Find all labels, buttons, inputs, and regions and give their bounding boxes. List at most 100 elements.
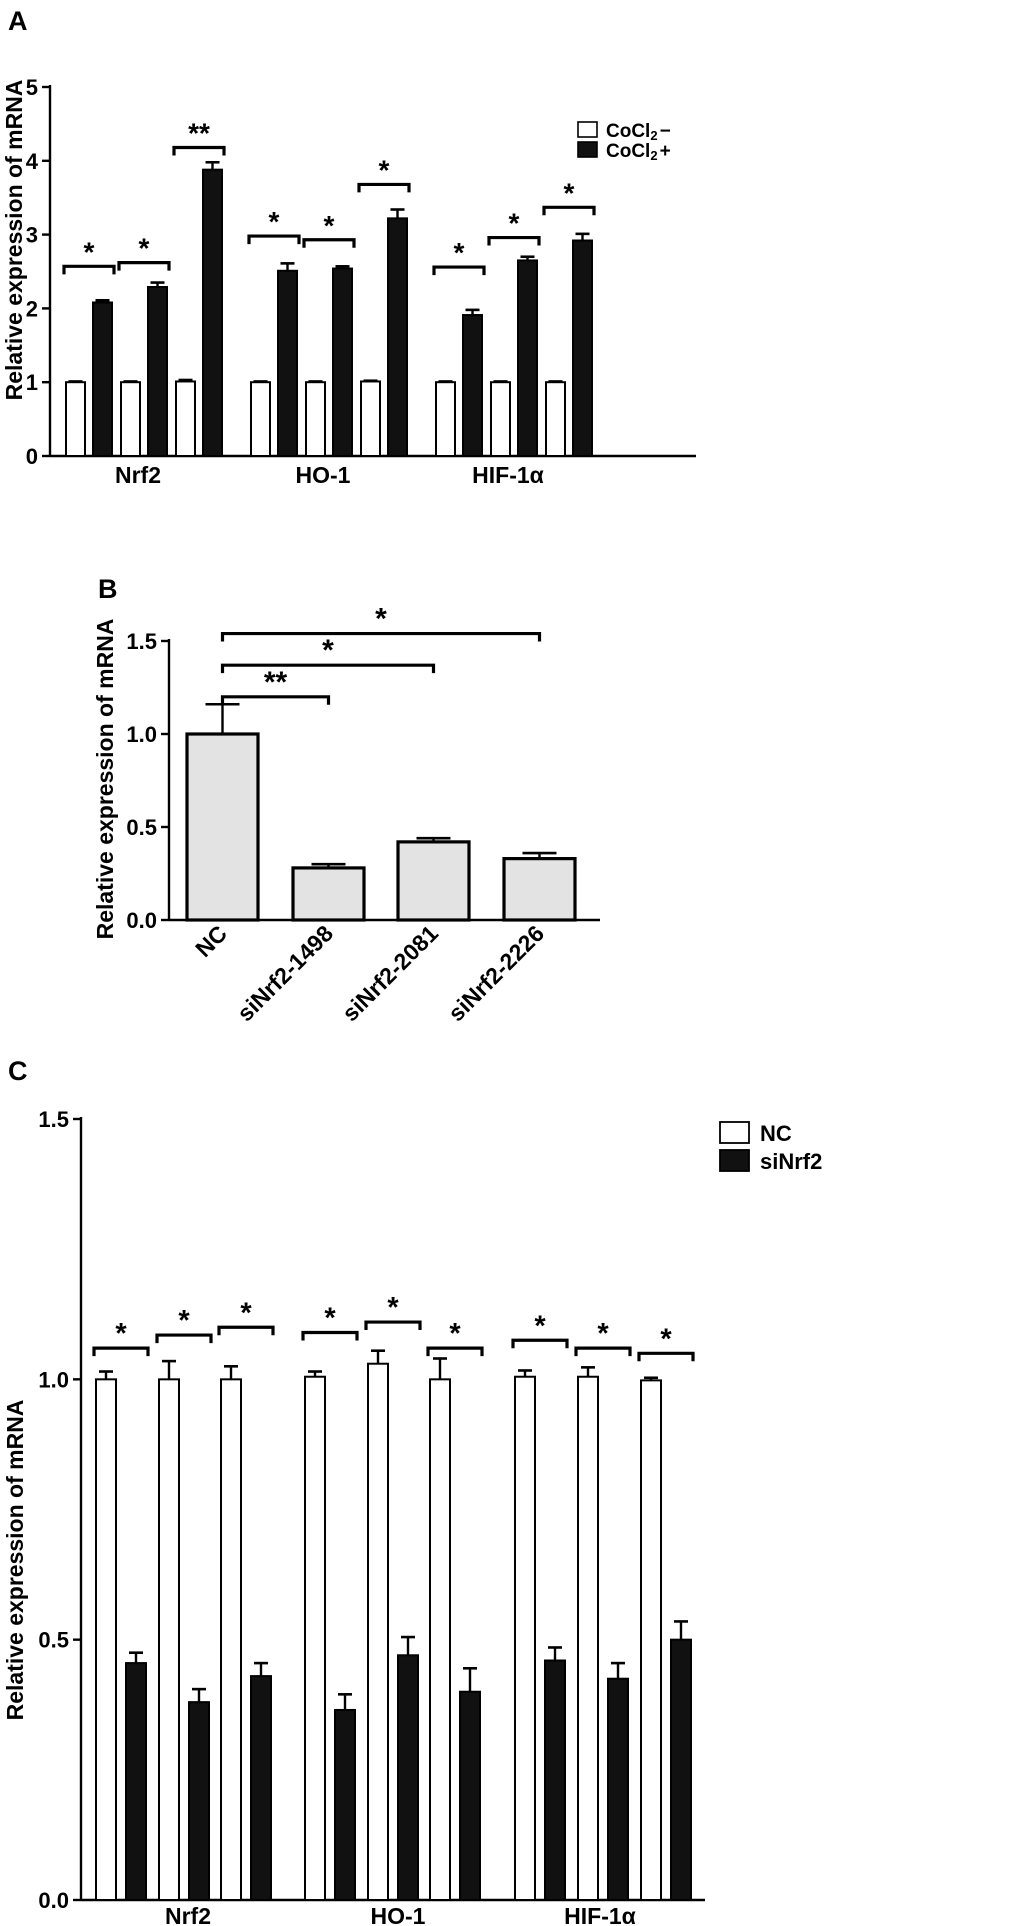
bar-cocl2-plus (277, 269, 298, 457)
significance-label: * (269, 206, 280, 237)
legend: NC siNrf2 (719, 1121, 822, 1174)
bar-cocl2-minus (305, 381, 326, 458)
significance-bracket (511, 1338, 569, 1349)
significance-bracket (487, 235, 541, 246)
x-category-label: HIF-1α (564, 1903, 636, 1926)
significance-label: * (324, 1302, 336, 1334)
y-tick-label: 5 (26, 75, 38, 100)
x-category-label: Nrf2 (165, 1903, 211, 1926)
y-tick-label: 0.5 (126, 815, 157, 840)
significance-bracket (92, 1346, 150, 1357)
y-tick-label: 1.0 (38, 1367, 69, 1392)
significance-bracket (574, 1346, 632, 1357)
significance-bracket (155, 1333, 213, 1344)
bar-nc (577, 1375, 599, 1901)
bar-sinrf2-2081 (396, 840, 471, 922)
legend-swatch-cocl2-plus (577, 141, 598, 158)
y-tick-label: 0 (26, 444, 38, 469)
bar-sinrf2 (250, 1675, 272, 1901)
panel-c-chart: C 0.0 0.5 1.0 1.5 Relative expression of mRNA… (2, 1056, 822, 1926)
bar-sinrf2-2226 (502, 857, 577, 922)
bar-nc (304, 1375, 326, 1901)
significance-label: * (509, 208, 520, 239)
bar-cocl2-minus (545, 381, 566, 458)
significance-label: * (387, 1292, 399, 1324)
bar-cocl2-minus (360, 380, 381, 458)
bar-cocl2-minus (120, 381, 141, 458)
bar-sinrf2 (544, 1659, 566, 1901)
significance-bracket (220, 631, 542, 642)
significance-label: * (449, 1318, 461, 1350)
significance-bracket (426, 1346, 484, 1357)
bar-nc (220, 1378, 242, 1902)
significance-bracket (301, 1330, 359, 1341)
bar-nc (95, 1378, 117, 1902)
significance-bracket (220, 695, 331, 705)
legend-label-nc: NC (760, 1121, 792, 1146)
legend-swatch-cocl2-minus (577, 121, 598, 138)
y-tick-label: 0.0 (126, 908, 157, 933)
significance-label: * (178, 1305, 190, 1337)
y-tick-label: 4 (26, 149, 39, 174)
significance-bracket (247, 234, 301, 245)
significance-label: * (84, 236, 95, 267)
significance-label: * (379, 154, 390, 185)
panel-letter-c: C (8, 1056, 28, 1086)
significance-bracket (220, 663, 436, 674)
significance-bracket (217, 1325, 275, 1336)
y-axis-title: Relative expression of mRNA (92, 619, 118, 940)
legend: CoCl2 −CoCl2 + (577, 121, 671, 163)
legend-label-cocl2-minus: CoCl2− (606, 121, 671, 143)
panel-b-chart: B 0.0 0.5 1.0 1.5 Relative expression of mRNA… (92, 574, 600, 1026)
bar-nc (640, 1379, 662, 1901)
legend-label-sinrf2: siNrf2 (760, 1149, 822, 1174)
significance-label: * (534, 1310, 546, 1342)
significance-label: * (454, 237, 465, 268)
bar-sinrf2-1498 (291, 866, 366, 922)
bar-cocl2-plus (147, 285, 168, 457)
bar-cocl2-plus (202, 168, 223, 457)
significance-bracket (432, 265, 486, 276)
significance-label: * (322, 634, 334, 667)
significance-bracket (542, 205, 596, 216)
x-category-label: HO-1 (296, 462, 351, 488)
bar-nc (185, 732, 260, 922)
bar-nc (429, 1378, 451, 1902)
y-tick-label: 3 (26, 223, 38, 248)
bar-cocl2-plus (462, 314, 483, 457)
bar-cocl2-plus (92, 301, 113, 457)
legend-label-cocl2-plus: CoCl2 + (606, 141, 671, 163)
bar-sinrf2 (334, 1708, 356, 1901)
legend-swatch-nc (719, 1121, 750, 1144)
panel-letter-b: B (98, 574, 118, 604)
bar-cocl2-minus (435, 381, 456, 458)
significance-bracket (357, 182, 411, 193)
bar-sinrf2 (188, 1701, 210, 1901)
significance-label: * (324, 210, 335, 241)
significance-label: * (564, 177, 575, 208)
x-category-label: HO-1 (371, 1903, 426, 1926)
significance-label: * (660, 1323, 672, 1355)
y-axis-title: Relative expression of mRNA (2, 1400, 28, 1721)
x-category-label: siNrf2-2081 (337, 920, 443, 1026)
bar-cocl2-plus (572, 239, 593, 457)
bar-sinrf2 (125, 1662, 147, 1902)
y-tick-label: 1 (26, 370, 38, 395)
significance-label: * (139, 233, 150, 264)
significance-bracket (62, 264, 116, 275)
bar-sinrf2 (397, 1654, 419, 1901)
bar-nc (514, 1375, 536, 1901)
y-tick-label: 2 (26, 296, 38, 321)
panel-letter-a: A (8, 6, 28, 36)
significance-label: * (597, 1318, 609, 1350)
bar-nc (367, 1362, 389, 1902)
bar-cocl2-minus (490, 381, 511, 458)
y-tick-label: 0.5 (38, 1628, 69, 1653)
significance-bracket (637, 1351, 695, 1362)
y-tick-label: 1.5 (126, 629, 157, 654)
y-tick-label: 1.0 (126, 722, 157, 747)
bar-cocl2-plus (517, 259, 538, 457)
bar-cocl2-minus (175, 380, 196, 458)
bar-sinrf2 (607, 1677, 629, 1902)
